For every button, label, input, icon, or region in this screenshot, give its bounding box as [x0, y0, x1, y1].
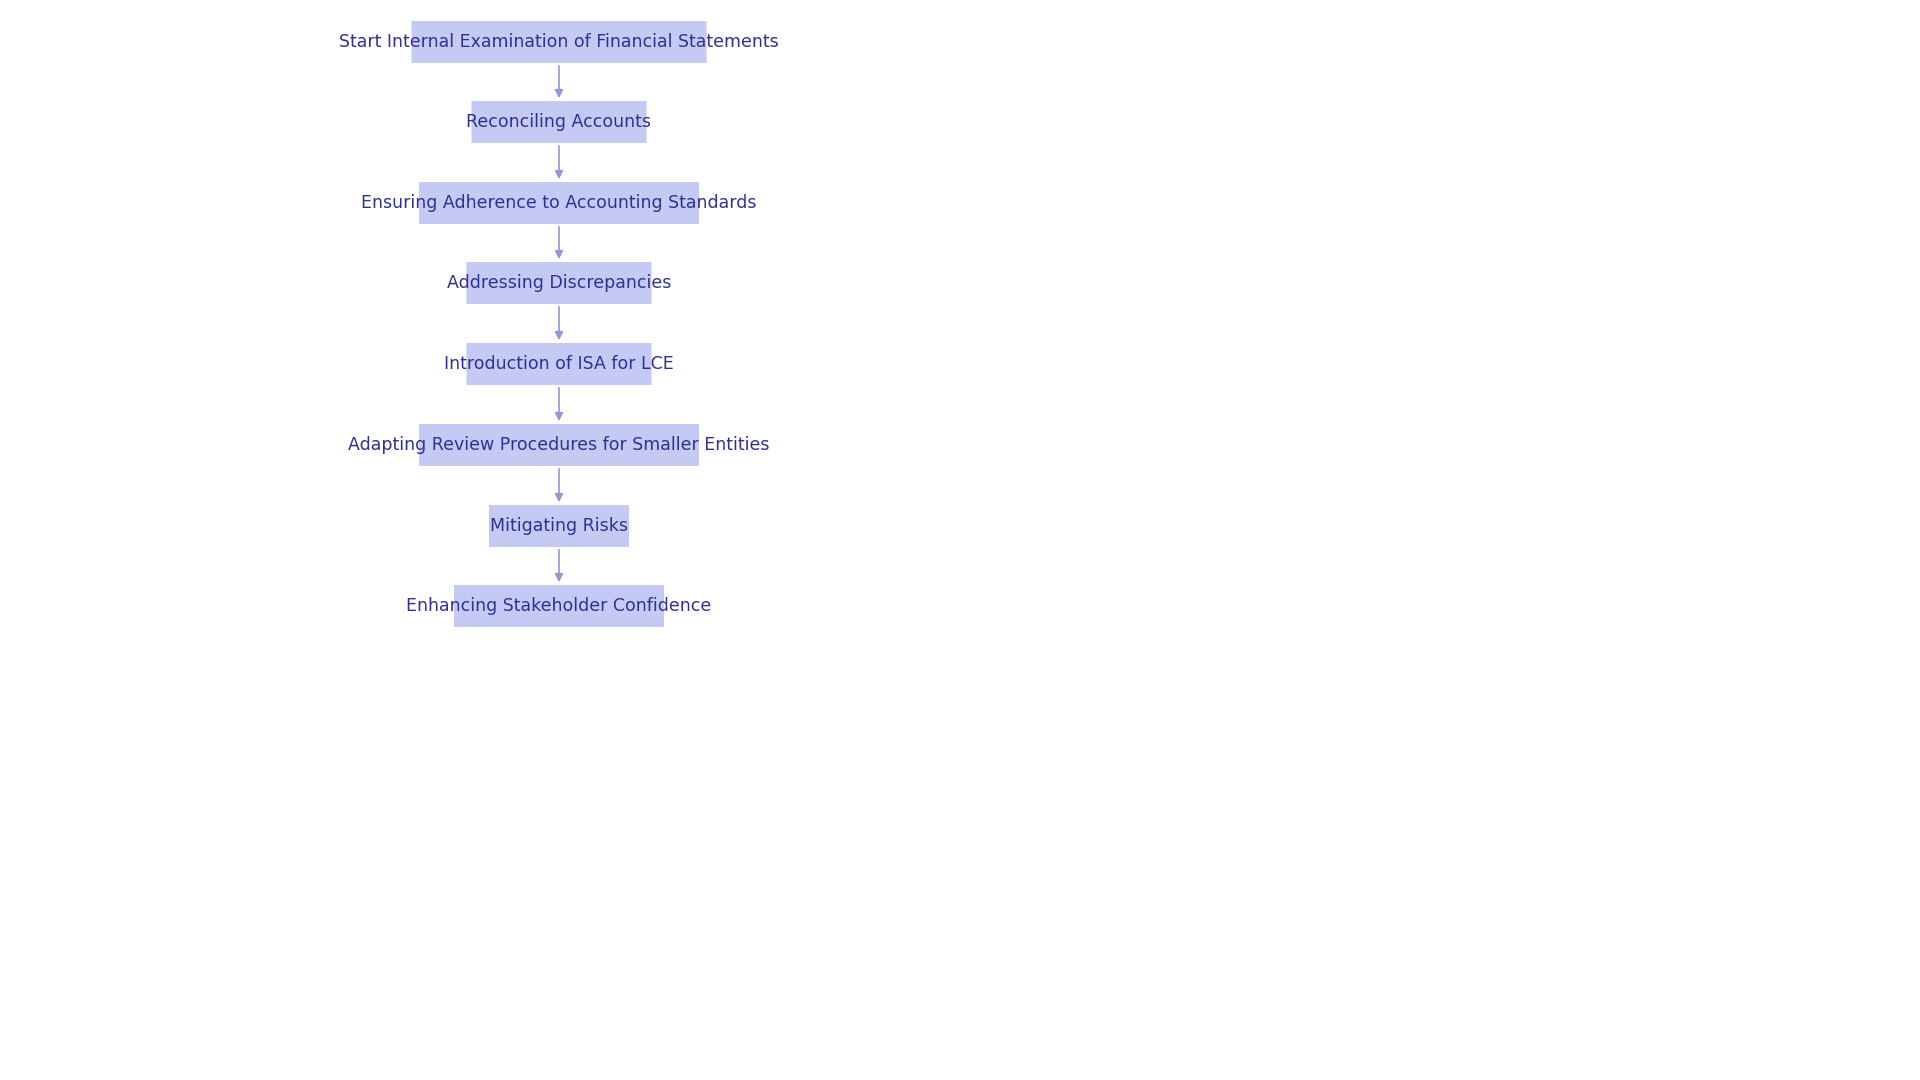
Text: Enhancing Stakeholder Confidence: Enhancing Stakeholder Confidence	[407, 597, 712, 615]
FancyBboxPatch shape	[467, 262, 651, 303]
Text: Adapting Review Procedures for Smaller Entities: Adapting Review Procedures for Smaller E…	[348, 436, 770, 454]
FancyBboxPatch shape	[453, 585, 664, 627]
Text: Reconciling Accounts: Reconciling Accounts	[467, 113, 651, 131]
FancyBboxPatch shape	[467, 343, 651, 384]
FancyBboxPatch shape	[472, 102, 647, 143]
FancyBboxPatch shape	[411, 21, 707, 63]
FancyBboxPatch shape	[419, 424, 699, 465]
FancyBboxPatch shape	[419, 183, 699, 224]
Text: Start Internal Examination of Financial Statements: Start Internal Examination of Financial …	[340, 33, 780, 51]
Text: Addressing Discrepancies: Addressing Discrepancies	[447, 274, 672, 292]
Text: Introduction of ISA for LCE: Introduction of ISA for LCE	[444, 355, 674, 373]
FancyBboxPatch shape	[490, 505, 630, 546]
Text: Ensuring Adherence to Accounting Standards: Ensuring Adherence to Accounting Standar…	[361, 194, 756, 212]
Text: Mitigating Risks: Mitigating Risks	[490, 517, 628, 535]
